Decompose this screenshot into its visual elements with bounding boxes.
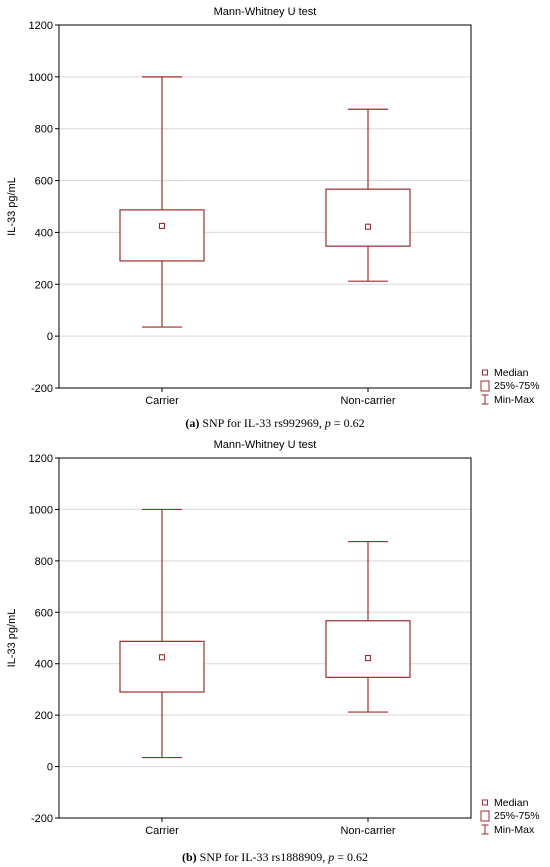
caption-b-p-value: = 0.62 xyxy=(334,850,368,864)
chart1-legend-box-label: 25%-75% xyxy=(494,810,540,822)
caption-a-label: (a) xyxy=(185,416,200,430)
chart0-y-tick-label: 0 xyxy=(47,331,53,343)
chart1-x-tick-label: Non-carrier xyxy=(340,825,395,837)
chart1-iqr-box xyxy=(325,620,411,678)
chart1-y-axis-label: IL-33 pg/mL xyxy=(6,609,18,668)
chart0-y-tick-label: 400 xyxy=(35,227,53,239)
chart1-y-tick-label: 200 xyxy=(35,710,53,722)
chart1-y-tick-label: 0 xyxy=(47,762,53,774)
chart1-y-tick-label: 400 xyxy=(35,659,53,671)
chart0-y-tick-label: 200 xyxy=(35,279,53,291)
chart0-x-tick-label: Non-carrier xyxy=(340,395,395,407)
chart0-legend-box-icon xyxy=(480,380,490,392)
chart1-y-tick-label: 800 xyxy=(35,556,53,568)
chart1-iqr-box xyxy=(119,640,205,693)
caption-b-label: (b) xyxy=(181,850,197,864)
chart0-y-tick-label: 600 xyxy=(35,176,53,188)
chart1-y-tick-label: 600 xyxy=(35,607,53,619)
caption-a-p-symbol: p xyxy=(324,416,331,430)
chart0-iqr-box xyxy=(119,209,205,262)
caption-a: (a) SNP for IL-33 rs992969, p = 0.62 xyxy=(0,416,550,431)
chart1-y-tick-label: 1200 xyxy=(29,453,53,465)
chart1-legend-minmax-label: Min-Max xyxy=(494,824,535,836)
chart0-median-marker xyxy=(364,223,372,230)
chart0-x-tick-label: Carrier xyxy=(145,395,179,407)
caption-b-text: SNP for IL-33 rs1888909, xyxy=(196,850,329,864)
chart0-y-tick-label: 1000 xyxy=(29,72,53,84)
chart-panel-b: Mann-Whitney U test -200 0 200 400 600 800 1000… xyxy=(0,433,550,867)
caption-b-p-symbol: p xyxy=(328,850,335,864)
chart0-legend-box-label: 25%-75% xyxy=(494,380,540,392)
chart0-y-axis-label: IL-33 pg/mL xyxy=(6,177,18,236)
chart1-x-tick-label: Carrier xyxy=(145,825,179,837)
chart0-iqr-box xyxy=(325,188,411,247)
boxplot-chart-a: Mann-Whitney U test -200 0 200 400 600 800 1000… xyxy=(6,6,540,407)
chart1-title: Mann-Whitney U test xyxy=(214,439,317,451)
boxplot-chart-b: Mann-Whitney U test -200 0 200 400 600 800 1000… xyxy=(6,439,540,837)
caption-a-p-value: = 0.62 xyxy=(330,416,365,430)
chart1-legend-median-label: Median xyxy=(494,797,529,809)
chart0-y-tick-label: 1200 xyxy=(29,20,53,32)
chart0-y-tick-label: 800 xyxy=(35,124,53,136)
chart1-median-marker xyxy=(158,654,166,661)
chart0-median-marker xyxy=(158,222,166,229)
chart1-y-tick-label: 1000 xyxy=(29,504,53,516)
chart0-plot-frame xyxy=(58,24,472,389)
chart0-legend-median-icon xyxy=(482,369,488,376)
chart1-y-tick-label: -200 xyxy=(31,813,53,825)
chart1-legend-box-icon xyxy=(480,810,490,822)
chart1-median-marker xyxy=(364,655,372,662)
chart0-title: Mann-Whitney U test xyxy=(214,6,317,18)
chart0-legend-minmax-label: Min-Max xyxy=(494,394,535,406)
chart0-legend-median-label: Median xyxy=(494,367,529,379)
caption-a-text: SNP for IL-33 rs992969, xyxy=(199,416,325,430)
chart-panel-a: Mann-Whitney U test -200 0 200 400 600 800 1000… xyxy=(0,0,550,433)
chart1-legend-median-icon xyxy=(482,799,488,806)
caption-b: (b) SNP for IL-33 rs1888909, p = 0.62 xyxy=(0,850,550,865)
chart1-plot-frame xyxy=(58,457,472,819)
chart0-y-tick-label: -200 xyxy=(31,383,53,395)
